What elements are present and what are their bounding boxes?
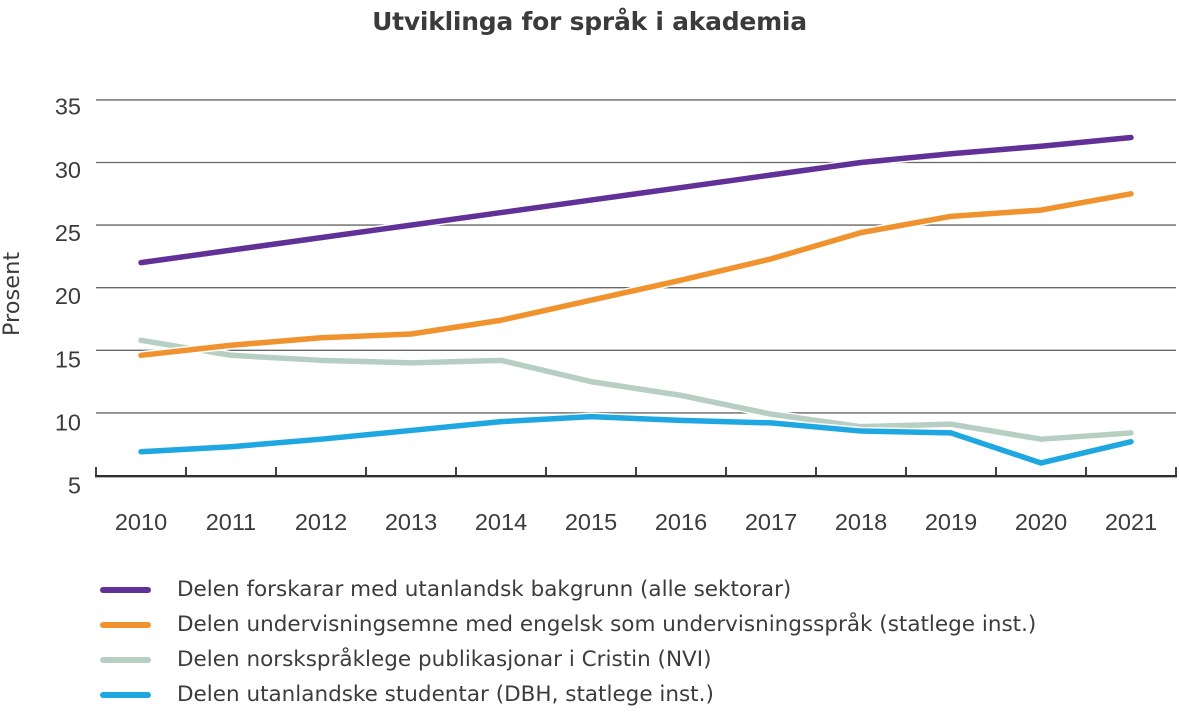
legend-label: Delen undervisningsemne med engelsk som … [177, 612, 1037, 637]
y-tick-label: 30 [55, 157, 81, 183]
series-line-3 [138, 413, 1134, 466]
legend-item: Delen norskspråklege publikasjonar i Cri… [100, 642, 1036, 677]
legend-label: Delen utanlandske studentar (DBH, statle… [177, 682, 714, 707]
legend-swatch [100, 691, 151, 698]
legend-label: Delen forskarar med utanlandsk bakgrunn … [177, 577, 792, 602]
y-tick-label: 35 [55, 94, 81, 120]
y-tick-label: 20 [55, 283, 81, 309]
legend-item: Delen undervisningsemne med engelsk som … [100, 607, 1036, 642]
series-line-1 [138, 191, 1134, 359]
series-line-0 [138, 134, 1134, 266]
series-line-casing-1 [136, 189, 1136, 360]
x-tick-label: 2011 [206, 509, 257, 535]
x-tick-label: 2010 [115, 509, 167, 535]
x-tick-label: 2014 [475, 509, 527, 535]
legend-label: Delen norskspråklege publikasjonar i Cri… [177, 647, 712, 672]
y-tick-label: 10 [55, 410, 81, 436]
y-tick-label: 25 [55, 220, 81, 246]
x-tick-label: 2013 [385, 509, 437, 535]
y-tick-label: 15 [55, 346, 81, 372]
x-tick-label: 2015 [565, 509, 617, 535]
legend-item: Delen utanlandske studentar (DBH, statle… [100, 677, 1036, 712]
legend-swatch [100, 656, 151, 663]
y-tick-label: 5 [68, 473, 81, 499]
legend-item: Delen forskarar med utanlandsk bakgrunn … [100, 572, 1036, 607]
legend-swatch [100, 586, 151, 593]
x-tick-label: 2020 [1015, 509, 1067, 535]
legend-swatch [100, 621, 151, 628]
x-tick-label: 2021 [1105, 509, 1157, 535]
chart-title: Utviklinga for språk i akademia [372, 6, 807, 36]
x-tick-label: 2012 [295, 509, 347, 535]
x-tick-label: 2017 [745, 509, 797, 535]
x-tick-label: 2016 [655, 509, 707, 535]
x-tick-label: 2018 [835, 509, 887, 535]
legend: Delen forskarar med utanlandsk bakgrunn … [100, 572, 1036, 712]
x-tick-label: 2019 [925, 509, 977, 535]
series-line-2 [138, 337, 1134, 442]
